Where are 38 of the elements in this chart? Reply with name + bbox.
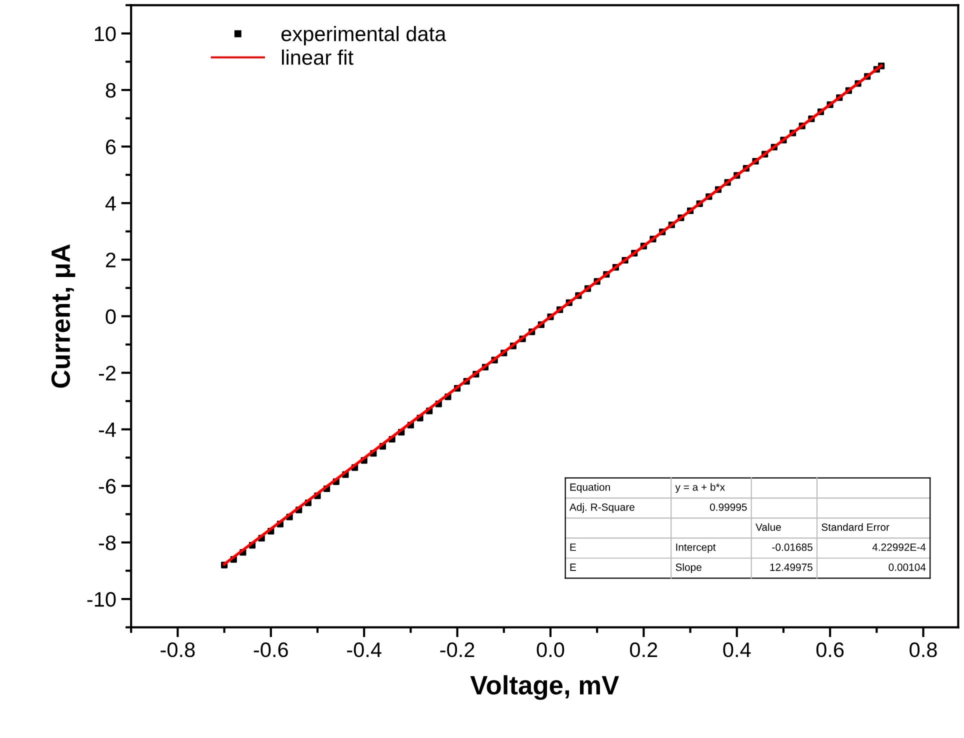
annotation: Equation (570, 483, 610, 493)
legend-label: experimental data (281, 26, 446, 46)
x-tick-label: 0.4 (723, 642, 751, 658)
y-tick-label: 6 (106, 140, 116, 154)
annotation: Value (756, 523, 781, 531)
annotation: Standard Error (822, 523, 890, 531)
annotation: 0.99995 (710, 503, 747, 511)
y-tick-label: -6 (98, 478, 116, 494)
y-tick-label: -2 (98, 366, 116, 380)
annotation: Slope (676, 563, 702, 573)
x-tick-label: 0.6 (816, 642, 844, 658)
annotation: y = a + b*x (675, 483, 725, 493)
annotation: Adj. R-Square (569, 503, 634, 513)
x-tick-label: -0.4 (347, 642, 382, 658)
x-tick-label: -0.2 (440, 642, 474, 658)
annotation: 0.00104 (888, 564, 926, 571)
annotation: E (570, 544, 576, 551)
y-tick-label: 2 (106, 252, 116, 268)
x-tick-label: 0.2 (630, 642, 658, 658)
annotation: 12.49975 (770, 564, 812, 571)
y-tick-label: -10 (87, 592, 116, 607)
x-tick-label: -0.6 (254, 642, 288, 658)
x-tick-label: -0.8 (160, 642, 195, 658)
y-tick-label: 0 (106, 309, 116, 324)
y-tick-label: -8 (98, 535, 116, 550)
y-axis-title: Current, μA (51, 244, 76, 388)
annotation: -0.01685 (772, 544, 812, 551)
y-tick-label: 8 (106, 83, 116, 98)
annotation: E (570, 564, 576, 571)
y-tick-label: 4 (105, 196, 116, 211)
y-tick-label: 10 (94, 26, 116, 42)
legend-label: linear fit (282, 50, 354, 65)
annotation: 4.22992E-4 (872, 544, 926, 551)
x-tick-label: 0.0 (536, 642, 564, 658)
y-tick-label: -4 (98, 422, 116, 437)
x-axis-title: Voltage, mV (470, 675, 620, 700)
annotation: Intercept (676, 544, 716, 553)
x-tick-label: 0.8 (910, 642, 937, 658)
